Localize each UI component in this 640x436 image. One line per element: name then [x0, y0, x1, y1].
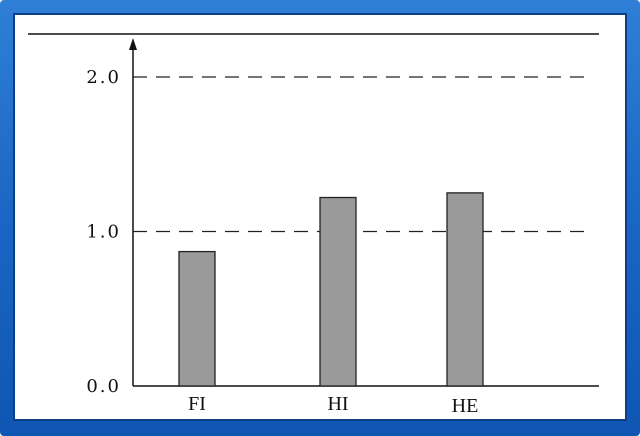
y-tick-label: 1.0 — [86, 222, 121, 243]
y-tick-label: 2.0 — [86, 67, 121, 88]
y-axis-arrow-icon — [129, 38, 137, 50]
x-tick-label: HE — [452, 395, 479, 417]
x-tick-label: HI — [327, 393, 348, 415]
bar-he — [446, 192, 484, 387]
bar-fi — [178, 250, 216, 387]
y-tick-label: 0.0 — [86, 376, 121, 397]
bar-hi — [319, 196, 357, 387]
x-tick-label: FI — [188, 393, 206, 415]
